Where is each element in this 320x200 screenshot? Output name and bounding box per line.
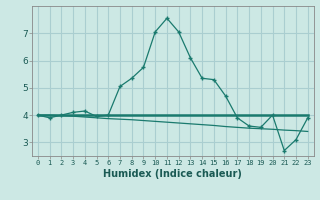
X-axis label: Humidex (Indice chaleur): Humidex (Indice chaleur) xyxy=(103,169,242,179)
